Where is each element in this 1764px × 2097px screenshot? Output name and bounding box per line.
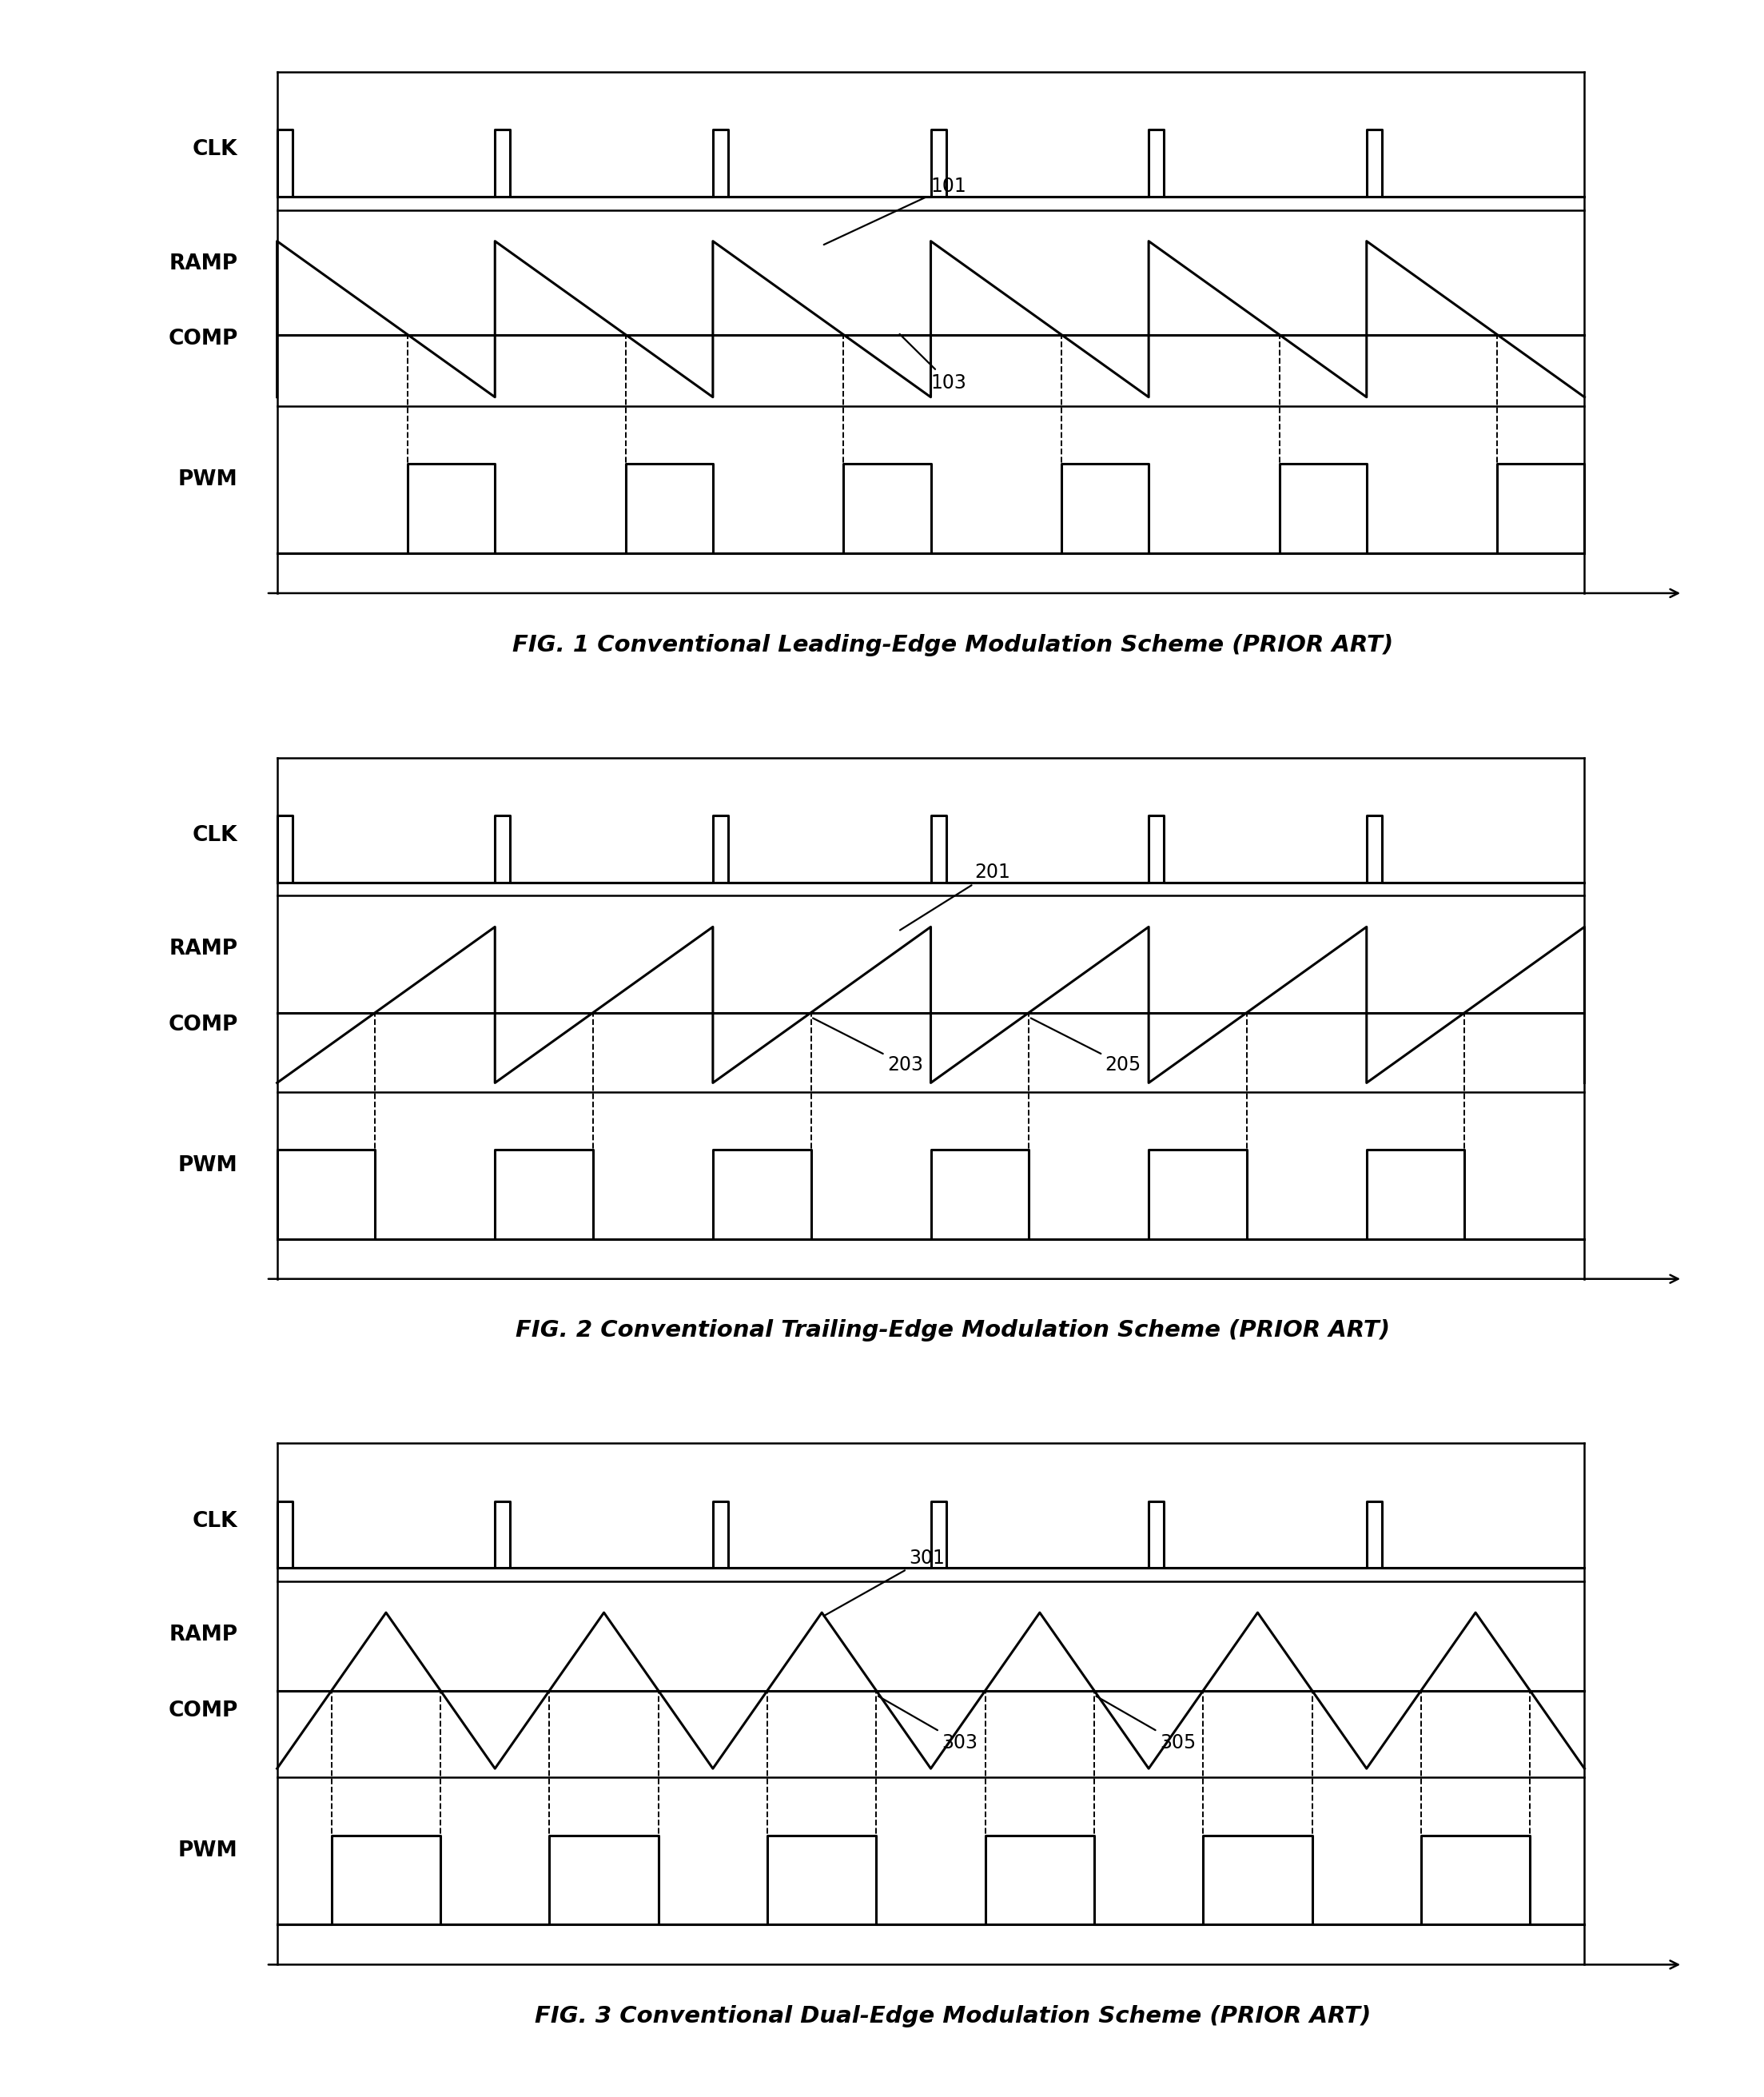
Text: 205: 205	[1030, 1019, 1141, 1074]
Text: COMP: COMP	[168, 1701, 238, 1722]
Text: 305: 305	[1095, 1696, 1196, 1753]
Text: COMP: COMP	[168, 329, 238, 350]
Text: RAMP: RAMP	[169, 254, 238, 275]
Text: CLK: CLK	[192, 138, 238, 159]
Text: FIG. 3 Conventional Dual-Edge Modulation Scheme (PRIOR ART): FIG. 3 Conventional Dual-Edge Modulation…	[534, 2005, 1371, 2028]
Text: 203: 203	[813, 1019, 923, 1074]
Text: COMP: COMP	[168, 1015, 238, 1036]
Text: PWM: PWM	[178, 1155, 238, 1176]
Text: 201: 201	[900, 862, 1011, 931]
Text: 101: 101	[824, 176, 967, 245]
Text: 303: 303	[878, 1696, 977, 1753]
Text: FIG. 1 Conventional Leading-Edge Modulation Scheme (PRIOR ART): FIG. 1 Conventional Leading-Edge Modulat…	[512, 633, 1394, 656]
Text: PWM: PWM	[178, 1841, 238, 1862]
Text: 103: 103	[900, 333, 967, 392]
Text: 301: 301	[824, 1548, 946, 1617]
Text: CLK: CLK	[192, 824, 238, 845]
Text: PWM: PWM	[178, 470, 238, 491]
Text: RAMP: RAMP	[169, 1625, 238, 1646]
Text: FIG. 2 Conventional Trailing-Edge Modulation Scheme (PRIOR ART): FIG. 2 Conventional Trailing-Edge Modula…	[515, 1319, 1390, 1342]
Text: CLK: CLK	[192, 1510, 238, 1531]
Text: RAMP: RAMP	[169, 939, 238, 960]
